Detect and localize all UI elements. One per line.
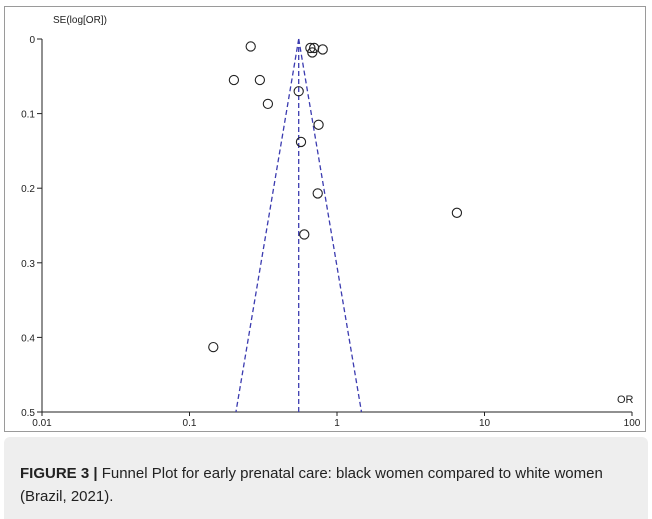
funnel-upper-limit [298, 38, 363, 413]
y-tick-label: 0.4 [21, 333, 35, 344]
study-point [313, 119, 324, 130]
study-point [293, 86, 304, 97]
y-tick-label: 0.5 [21, 408, 35, 419]
study-point [299, 229, 310, 240]
x-tick-label: 0.01 [32, 418, 52, 429]
study-point [254, 74, 266, 86]
y-tick-label: 0.3 [21, 259, 35, 270]
study-point [307, 47, 318, 58]
caption-text: Funnel Plot for early prenatal care: bla… [20, 465, 603, 505]
x-tick-label: 10 [479, 418, 491, 429]
study-point [295, 136, 307, 148]
funnel-lower-limit [235, 38, 300, 413]
study-point [451, 207, 463, 218]
study-point [305, 42, 316, 54]
x-axis-label: OR [617, 394, 634, 406]
study-point [312, 188, 323, 199]
funnel-plot: 0 0.1 0.2 0.3 0.4 0.5 0.01 0.1 1 10 100 SE(log[OR]… [4, 6, 646, 432]
y-tick-label: 0 [29, 35, 35, 46]
study-point [245, 41, 256, 52]
study-point [317, 44, 328, 55]
chart-svg: 0 0.1 0.2 0.3 0.4 0.50.01 0.1 1 10 100 SE(log[OR]… [21, 15, 641, 429]
study-point [208, 341, 219, 353]
study-point [262, 98, 274, 110]
caption-label: FIGURE 3 | [20, 465, 98, 482]
x-tick-label: 100 [624, 418, 641, 429]
x-tick-label: 1 [334, 418, 340, 429]
y-axis-label: SE(log[OR]) [53, 15, 107, 26]
x-tick-label: 0.1 [183, 418, 197, 429]
figure-caption: FIGURE 3 | Funnel Plot for early prenata… [20, 462, 620, 508]
caption-box: FIGURE 3 | Funnel Plot for early prenata… [4, 437, 648, 519]
y-tick-label: 0.2 [21, 184, 35, 195]
study-point [228, 74, 240, 86]
y-tick-label: 0.1 [21, 110, 35, 121]
